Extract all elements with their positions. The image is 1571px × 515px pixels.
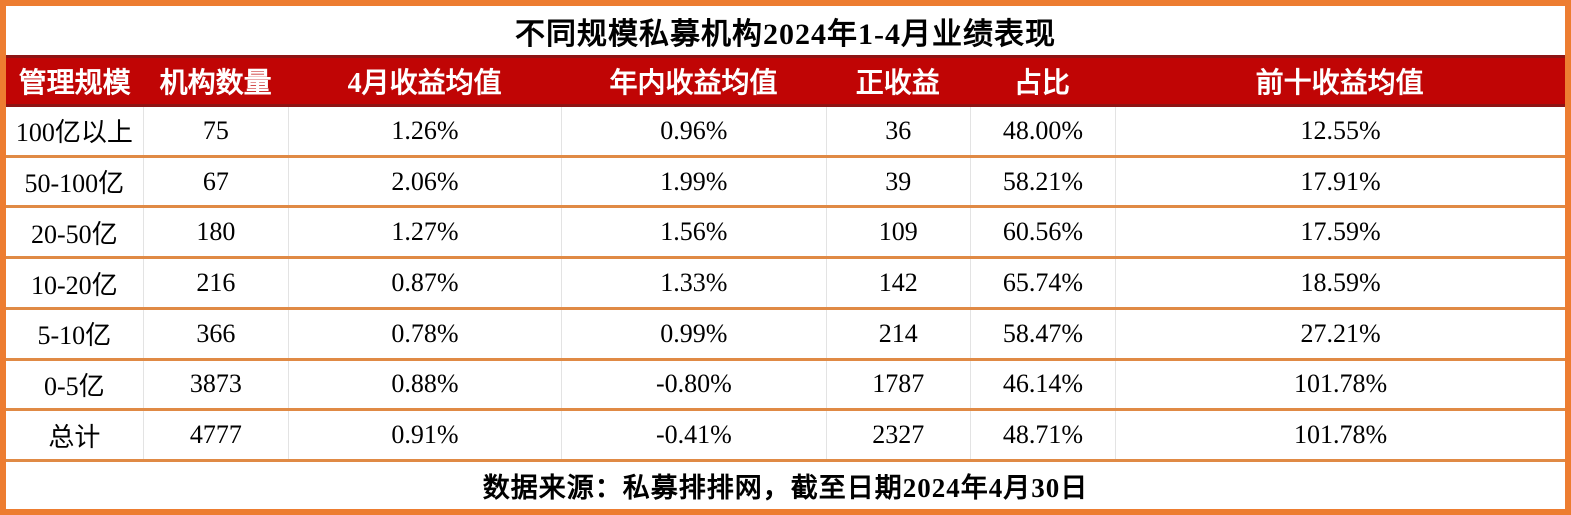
cell: 46.14% <box>969 360 1115 409</box>
table-body: 100亿以上 75 1.26% 0.96% 36 48.00% 12.55% 50-100亿 6… <box>6 107 1565 460</box>
table-row: 100亿以上 75 1.26% 0.96% 36 48.00% 12.55% <box>6 107 1565 155</box>
row-label: 5-10亿 <box>37 321 112 351</box>
cell: 1.33% <box>560 259 826 307</box>
table-title: 不同规模私募机构2024年1-4月业绩表现 <box>515 17 1056 51</box>
cell: 101.78% <box>1115 360 1565 409</box>
cell: 0.96% <box>560 107 826 155</box>
column-header: 前十收益均值 <box>1255 68 1424 99</box>
cell: 2.06% <box>288 157 561 206</box>
cell: 214 <box>825 309 970 358</box>
cell: 1787 <box>825 360 970 409</box>
column-header: 正收益 <box>855 68 940 99</box>
cell: 0.99% <box>560 309 826 358</box>
cell: 39 <box>825 157 970 206</box>
table-header-row: 管理规模 机构数量 4月收益均值 年内收益均值 正收益 占比 前十收益均值 <box>6 55 1565 107</box>
cell: 1.27% <box>288 208 561 257</box>
cell: 4777 <box>142 411 288 460</box>
column-header: 占比 <box>1013 68 1070 99</box>
cell: 18.59% <box>1115 259 1565 307</box>
cell: 48.71% <box>969 411 1115 460</box>
cell: 58.21% <box>969 157 1115 206</box>
table-row: 50-100亿 67 2.06% 1.99% 39 58.21% 17.91% <box>6 154 1565 206</box>
cell: 12.55% <box>1115 107 1565 155</box>
cell: 27.21% <box>1115 309 1565 358</box>
row-label: 总计 <box>48 422 101 452</box>
table-row: 5-10亿 366 0.78% 0.99% 214 58.47% 27.21% <box>6 306 1565 358</box>
row-label: 50-100亿 <box>24 169 125 199</box>
cell: 216 <box>142 259 288 307</box>
column-header: 年内收益均值 <box>609 68 778 99</box>
row-label: 0-5亿 <box>43 371 105 401</box>
row-label: 10-20亿 <box>30 270 118 300</box>
cell: 17.59% <box>1115 208 1565 257</box>
data-source-note: 数据来源：私募排排网，截至日期2024年4月30日 <box>6 459 1565 509</box>
table-row: 0-5亿 3873 0.88% -0.80% 1787 46.14% 101.78% <box>6 357 1565 409</box>
cell: 1.26% <box>288 107 561 155</box>
cell: 0.78% <box>288 309 561 358</box>
cell: -0.80% <box>560 360 826 409</box>
row-label: 20-50亿 <box>30 219 118 249</box>
table-row: 20-50亿 180 1.27% 1.56% 109 60.56% 17.59% <box>6 205 1565 257</box>
cell: 60.56% <box>969 208 1115 257</box>
cell: 1.99% <box>560 157 826 206</box>
cell: 0.88% <box>288 360 561 409</box>
cell: 1.56% <box>560 208 826 257</box>
cell: 180 <box>142 208 288 257</box>
cell: 75 <box>142 107 288 155</box>
column-header: 管理规模 <box>18 68 131 99</box>
cell: 65.74% <box>969 259 1115 307</box>
cell: -0.41% <box>560 411 826 460</box>
table-row: 10-20亿 216 0.87% 1.33% 142 65.74% 18.59% <box>6 256 1565 307</box>
cell: 142 <box>825 259 970 307</box>
cell: 3873 <box>142 360 288 409</box>
cell: 67 <box>142 157 288 206</box>
column-header: 机构数量 <box>159 68 272 99</box>
cell: 17.91% <box>1115 157 1565 206</box>
cell: 109 <box>825 208 970 257</box>
cell: 48.00% <box>969 107 1115 155</box>
column-header: 4月收益均值 <box>347 68 502 99</box>
cell: 0.91% <box>288 411 561 460</box>
row-label: 100亿以上 <box>15 118 133 148</box>
table-row: 总计 4777 0.91% -0.41% 2327 48.71% 101.78% <box>6 408 1565 460</box>
cell: 366 <box>142 309 288 358</box>
cell: 101.78% <box>1115 411 1565 460</box>
cell: 2327 <box>825 411 970 460</box>
cell: 58.47% <box>969 309 1115 358</box>
cell: 0.87% <box>288 259 561 307</box>
cell: 36 <box>825 107 970 155</box>
